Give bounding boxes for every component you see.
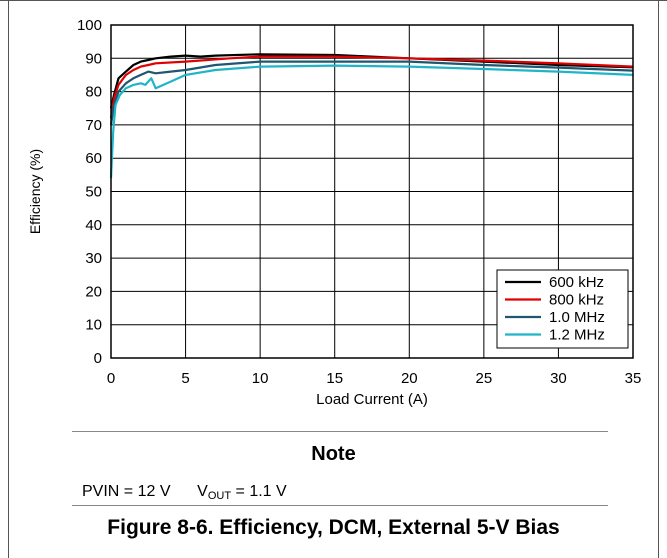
y-tick-label: 20	[85, 283, 102, 300]
y-tick-label: 50	[85, 184, 102, 201]
x-tick-label: 20	[401, 370, 418, 387]
note-pvin: PVIN = 12 V	[82, 483, 171, 500]
frame-right-border	[658, 0, 659, 558]
figure-caption: Figure 8-6. Efficiency, DCM, External 5-…	[107, 516, 560, 539]
frame-left-border	[8, 0, 9, 558]
note-conditions: PVIN = 12 V VOUT = 1.1 V	[82, 483, 287, 502]
frame-top-border	[0, 0, 667, 1]
note-top-rule	[72, 431, 608, 432]
x-tick-label: 25	[476, 370, 493, 387]
note-title: Note	[311, 443, 356, 465]
grid-lines	[111, 25, 633, 358]
legend-entry: 1.2 MHz	[549, 327, 605, 344]
y-tick-label: 70	[85, 117, 102, 134]
series-lines	[109, 53, 634, 179]
y-tick-label: 10	[85, 317, 102, 334]
x-tick-label: 15	[326, 370, 343, 387]
y-tick-label: 100	[77, 17, 102, 34]
y-tick-label: 0	[94, 350, 102, 367]
x-tick-label: 0	[107, 370, 115, 387]
note-vout-subscript: OUT	[207, 490, 232, 502]
legend-entry: 600 kHz	[549, 274, 604, 291]
series-line-1-2-mhz	[109, 64, 634, 179]
legend-entry: 800 kHz	[549, 292, 604, 309]
series-line-800-khz	[109, 55, 634, 119]
efficiency-chart: 0 5 10 15 20 25 30 35 0 10 20 30 40 50 60 70 80 90 100 Load…	[27, 17, 641, 408]
note-bottom-rule	[72, 505, 608, 506]
y-tick-label: 60	[85, 150, 102, 167]
x-axis-label: Load Current (A)	[316, 391, 428, 408]
axes: 0 5 10 15 20 25 30 35 0 10 20 30 40 50 60 70 80 90 100 Load…	[27, 17, 641, 408]
x-tick-label: 35	[625, 370, 642, 387]
x-tick-label: 30	[550, 370, 567, 387]
series-line-1-0-mhz	[109, 60, 634, 126]
x-tick-label: 10	[252, 370, 269, 387]
plot-border	[110, 24, 634, 359]
y-tick-label: 80	[85, 84, 102, 101]
y-tick-label: 90	[85, 50, 102, 67]
legend-entry: 1.0 MHz	[549, 309, 605, 326]
y-tick-label: 40	[85, 217, 102, 234]
y-axis-label: Efficiency (%)	[27, 149, 43, 234]
note-vout-value: = 1.1 V	[231, 483, 287, 500]
note-vout-label: V	[197, 483, 208, 500]
y-tick-label: 30	[85, 250, 102, 267]
x-tick-label: 5	[181, 370, 189, 387]
